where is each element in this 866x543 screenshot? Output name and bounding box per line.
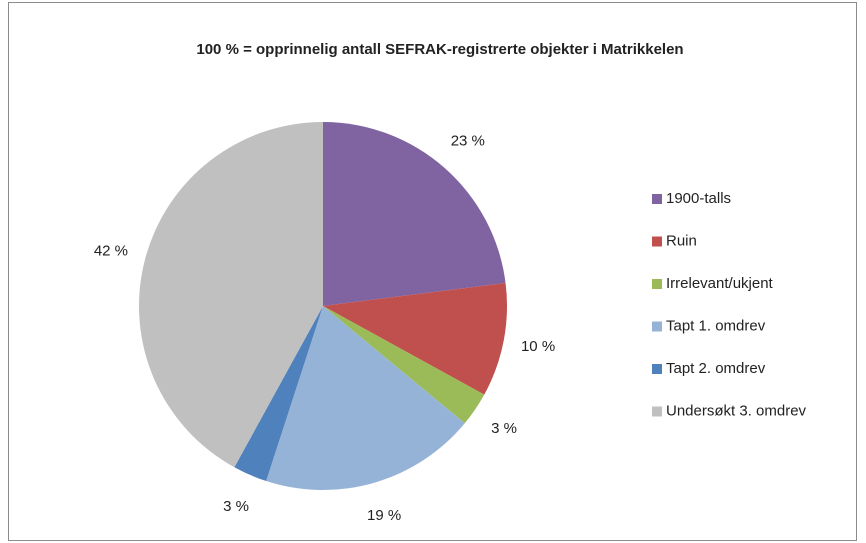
- legend-swatch: [652, 406, 662, 417]
- legend-swatch: [652, 364, 662, 374]
- pie-slice: [323, 282, 508, 395]
- data-label: 23 %: [451, 133, 485, 150]
- data-label: 19 %: [367, 507, 401, 524]
- chart-title: 100 % = opprinnelig antall SEFRAK-regist…: [196, 41, 683, 58]
- pie-slice: [323, 306, 485, 424]
- data-label: 3 %: [223, 498, 249, 515]
- legend-label: Tapt 2. omdrev: [666, 360, 766, 377]
- pie-slice: [266, 306, 465, 490]
- pie-slice: [234, 306, 323, 481]
- legend-label: Ruin: [666, 232, 697, 249]
- data-label: 42 %: [94, 243, 128, 260]
- data-label: 3 %: [491, 420, 517, 437]
- legend-label: Undersøkt 3. omdrev: [666, 402, 807, 419]
- legend-label: Tapt 1. omdrev: [666, 317, 766, 334]
- pie-slice: [323, 122, 506, 306]
- legend-swatch: [652, 194, 662, 204]
- legend-swatch: [652, 236, 662, 247]
- pie-slice: [139, 122, 323, 468]
- legend-swatch: [652, 279, 662, 289]
- legend-label: 1900-talls: [666, 190, 731, 207]
- legend-swatch: [652, 321, 662, 332]
- legend-label: Irrelevant/ukjent: [666, 275, 774, 292]
- data-label: 10 %: [521, 338, 555, 355]
